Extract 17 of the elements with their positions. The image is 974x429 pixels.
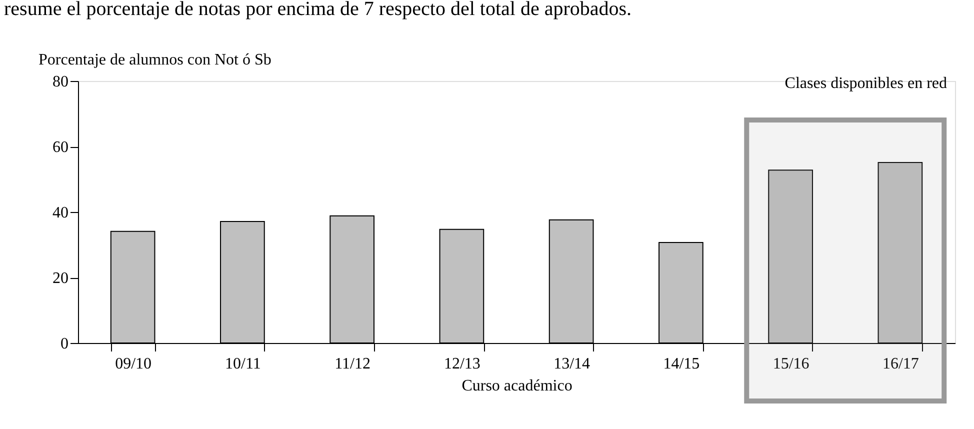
y-tick-label: 0 (60, 336, 68, 352)
x-tick-label: 16/17 (882, 356, 919, 372)
x-tick-label: 09/10 (115, 356, 152, 372)
x-tick-label: 11/12 (334, 356, 370, 372)
y-axis-title: Porcentaje de alumnos con Not ó Sb (38, 52, 272, 68)
chart-title: resume el porcentaje de notas por encima de 7 respecto del total de aprobados. (4, 0, 632, 20)
x-tick-label: 12/13 (444, 356, 480, 372)
y-tick-label: 60 (52, 139, 68, 156)
y-tick-label: 20 (52, 270, 68, 287)
x-axis-title: Curso académico (462, 378, 572, 394)
band-label: Clases disponibles en red (784, 75, 947, 92)
y-tick-label: 40 (52, 204, 68, 222)
x-tick-label: 14/15 (663, 356, 700, 372)
x-tick-label: 13/14 (554, 356, 590, 372)
x-tick-label: 15/16 (772, 356, 810, 372)
x-tick-label: 10/11 (225, 356, 261, 372)
y-tick-label: 80 (52, 74, 68, 90)
